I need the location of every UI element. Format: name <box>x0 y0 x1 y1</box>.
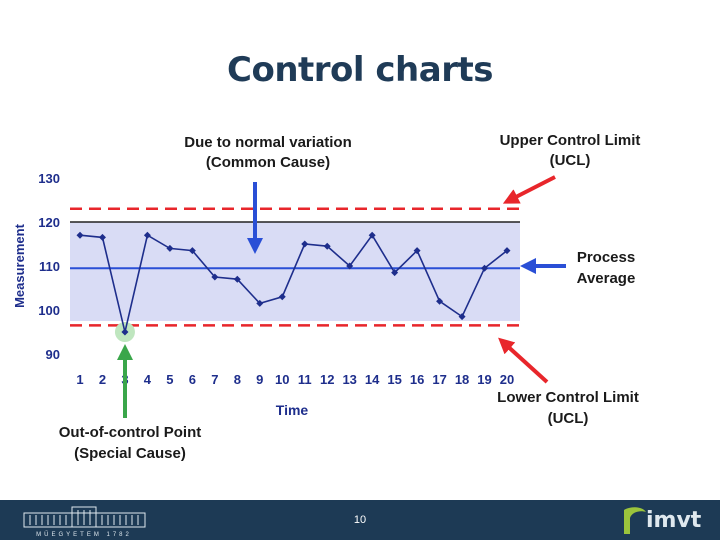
imvt-logo-mark <box>624 507 646 534</box>
x-tick-label: 11 <box>298 372 312 387</box>
data-point <box>323 242 331 250</box>
ucl-label-2: (UCL) <box>550 152 591 169</box>
data-point <box>481 264 489 272</box>
imvt-logo-text: imvt <box>646 508 702 533</box>
data-point <box>413 247 421 255</box>
ucl-arrow <box>502 175 556 204</box>
common-cause-label-1: Due to normal variation <box>184 134 352 151</box>
data-point <box>368 231 376 239</box>
y-axis-label: Measurement <box>12 223 27 307</box>
data-point <box>76 231 84 239</box>
x-tick-label: 10 <box>275 372 289 387</box>
x-axis-label: Time <box>276 402 309 418</box>
control-chart: 9010011012013012345678910111213141516171… <box>12 132 641 462</box>
data-point <box>436 297 444 305</box>
data-point <box>278 293 286 301</box>
x-tick-label: 9 <box>256 372 263 387</box>
y-tick-label: 100 <box>38 303 60 318</box>
x-tick-label: 20 <box>500 372 514 387</box>
y-tick-label: 120 <box>38 215 60 230</box>
x-tick-label: 7 <box>211 372 218 387</box>
series-line <box>79 233 508 333</box>
x-tick-label: 6 <box>189 372 196 387</box>
x-tick-label: 1 <box>76 372 83 387</box>
x-tick-label: 2 <box>99 372 106 387</box>
x-tick-label: 13 <box>342 372 356 387</box>
data-point <box>233 275 241 283</box>
ooc-label-1: Out-of-control Point <box>59 424 201 441</box>
data-point <box>391 269 399 277</box>
common-cause-label-2: (Common Cause) <box>206 154 330 171</box>
lcl-label-1: Lower Control Limit <box>497 389 639 406</box>
data-point <box>301 240 309 248</box>
ucl-label-1: Upper Control Limit <box>500 132 641 149</box>
x-tick-label: 4 <box>144 372 152 387</box>
slide-title: Control charts <box>227 50 493 90</box>
x-tick-label: 12 <box>320 372 334 387</box>
x-tick-label: 14 <box>365 372 380 387</box>
data-point <box>211 273 219 281</box>
data-point <box>143 231 151 239</box>
lcl-arrow <box>498 337 549 384</box>
x-tick-label: 15 <box>387 372 401 387</box>
data-point <box>346 262 354 270</box>
data-point <box>98 233 106 241</box>
university-building-logo: MŰEGYETEM 1782 <box>23 506 146 537</box>
data-point <box>166 244 174 252</box>
x-tick-label: 19 <box>477 372 491 387</box>
avg-label-2: Average <box>577 270 636 287</box>
x-tick-label: 16 <box>410 372 424 387</box>
data-point <box>121 328 129 336</box>
y-tick-label: 130 <box>38 171 60 186</box>
x-tick-label: 17 <box>432 372 446 387</box>
x-tick-label: 18 <box>455 372 469 387</box>
x-tick-label: 5 <box>166 372 173 387</box>
ooc-label-2: (Special Cause) <box>74 445 186 462</box>
avg-label-1: Process <box>577 249 635 266</box>
footer-bar: MŰEGYETEM 1782 10 imvt <box>0 500 720 540</box>
lcl-label-2: (UCL) <box>548 410 589 427</box>
svg-text:MŰEGYETEM 1782: MŰEGYETEM 1782 <box>36 531 132 537</box>
page-number: 10 <box>353 514 367 526</box>
x-tick-label: 8 <box>234 372 241 387</box>
data-point <box>188 247 196 255</box>
y-tick-label: 90 <box>46 347 60 362</box>
data-point <box>458 313 466 321</box>
y-tick-label: 110 <box>39 259 60 274</box>
control-band <box>70 222 520 321</box>
data-point <box>503 247 511 255</box>
data-point <box>256 299 264 307</box>
